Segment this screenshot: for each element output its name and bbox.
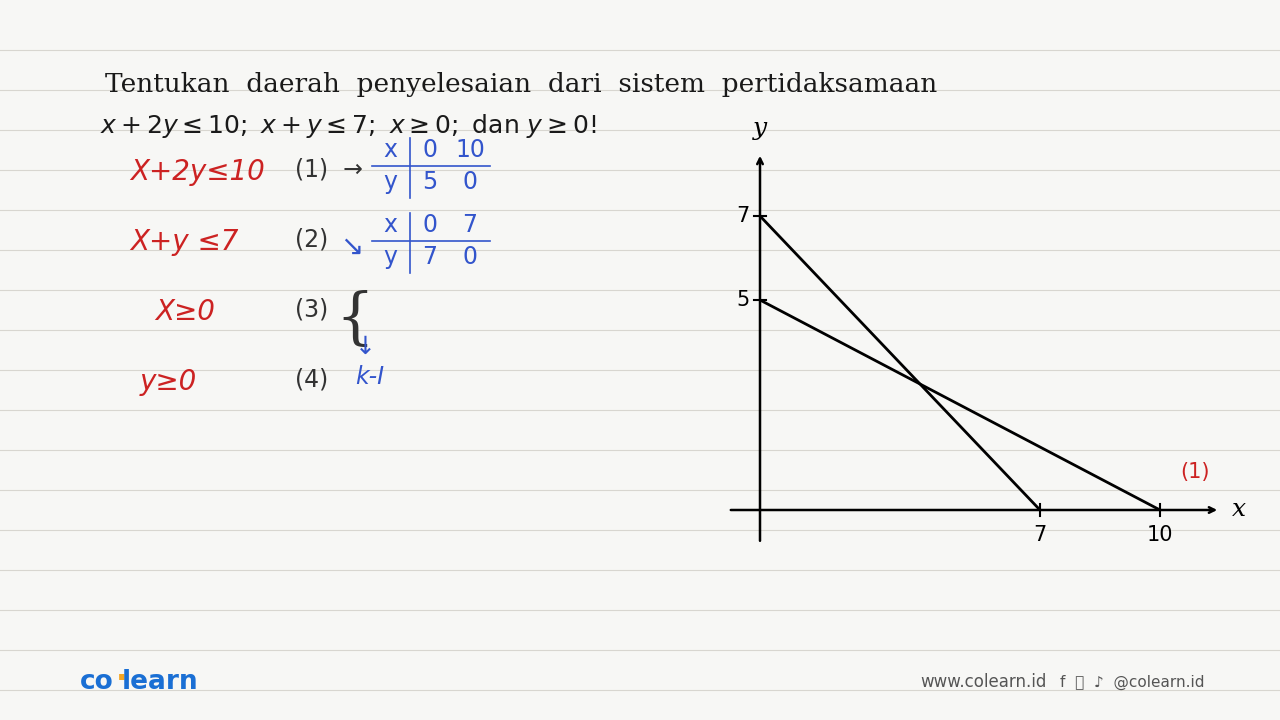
Text: www.colearn.id: www.colearn.id: [920, 673, 1046, 691]
Text: y: y: [383, 170, 397, 194]
Text: 0: 0: [462, 170, 477, 194]
Text: X≥0: X≥0: [155, 298, 215, 326]
Text: f  ⓘ  ♪  @colearn.id: f ⓘ ♪ @colearn.id: [1060, 675, 1204, 690]
Text: {: {: [335, 290, 374, 350]
Text: 7: 7: [1033, 525, 1047, 545]
Text: 5: 5: [737, 290, 750, 310]
Text: 0: 0: [422, 213, 438, 237]
Text: 10: 10: [1147, 525, 1174, 545]
Text: y: y: [753, 117, 767, 140]
Text: 7: 7: [422, 245, 438, 269]
Text: learn: learn: [122, 669, 198, 695]
Text: ↓: ↓: [355, 335, 376, 359]
Text: ·: ·: [116, 665, 128, 695]
Text: (2): (2): [294, 228, 328, 252]
Text: 0: 0: [462, 245, 477, 269]
Text: 7: 7: [737, 206, 750, 226]
Text: 5: 5: [422, 170, 438, 194]
Text: ↘: ↘: [340, 233, 364, 261]
Text: co: co: [79, 669, 114, 695]
Text: y: y: [383, 245, 397, 269]
Text: (1): (1): [1180, 462, 1210, 482]
Text: x: x: [383, 213, 397, 237]
Text: x: x: [1231, 498, 1247, 521]
Text: X+2y≤10: X+2y≤10: [131, 158, 265, 186]
Text: (1)  →: (1) →: [294, 158, 362, 182]
Text: (4): (4): [294, 368, 328, 392]
Text: x: x: [383, 138, 397, 162]
Text: Tentukan  daerah  penyelesaian  dari  sistem  pertidaksamaan: Tentukan daerah penyelesaian dari sistem…: [105, 72, 937, 97]
Text: y≥0: y≥0: [140, 368, 197, 396]
Text: 0: 0: [422, 138, 438, 162]
Text: k-I: k-I: [355, 365, 384, 389]
Text: $x + 2y \leq 10;\ x + y \leq 7;\ x \geq 0;\ \mathrm{dan}\ y \geq 0!$: $x + 2y \leq 10;\ x + y \leq 7;\ x \geq …: [100, 112, 596, 140]
Text: 10: 10: [456, 138, 485, 162]
Text: (3): (3): [294, 298, 328, 322]
Text: 7: 7: [462, 213, 477, 237]
Text: X+y ≤7: X+y ≤7: [131, 228, 238, 256]
